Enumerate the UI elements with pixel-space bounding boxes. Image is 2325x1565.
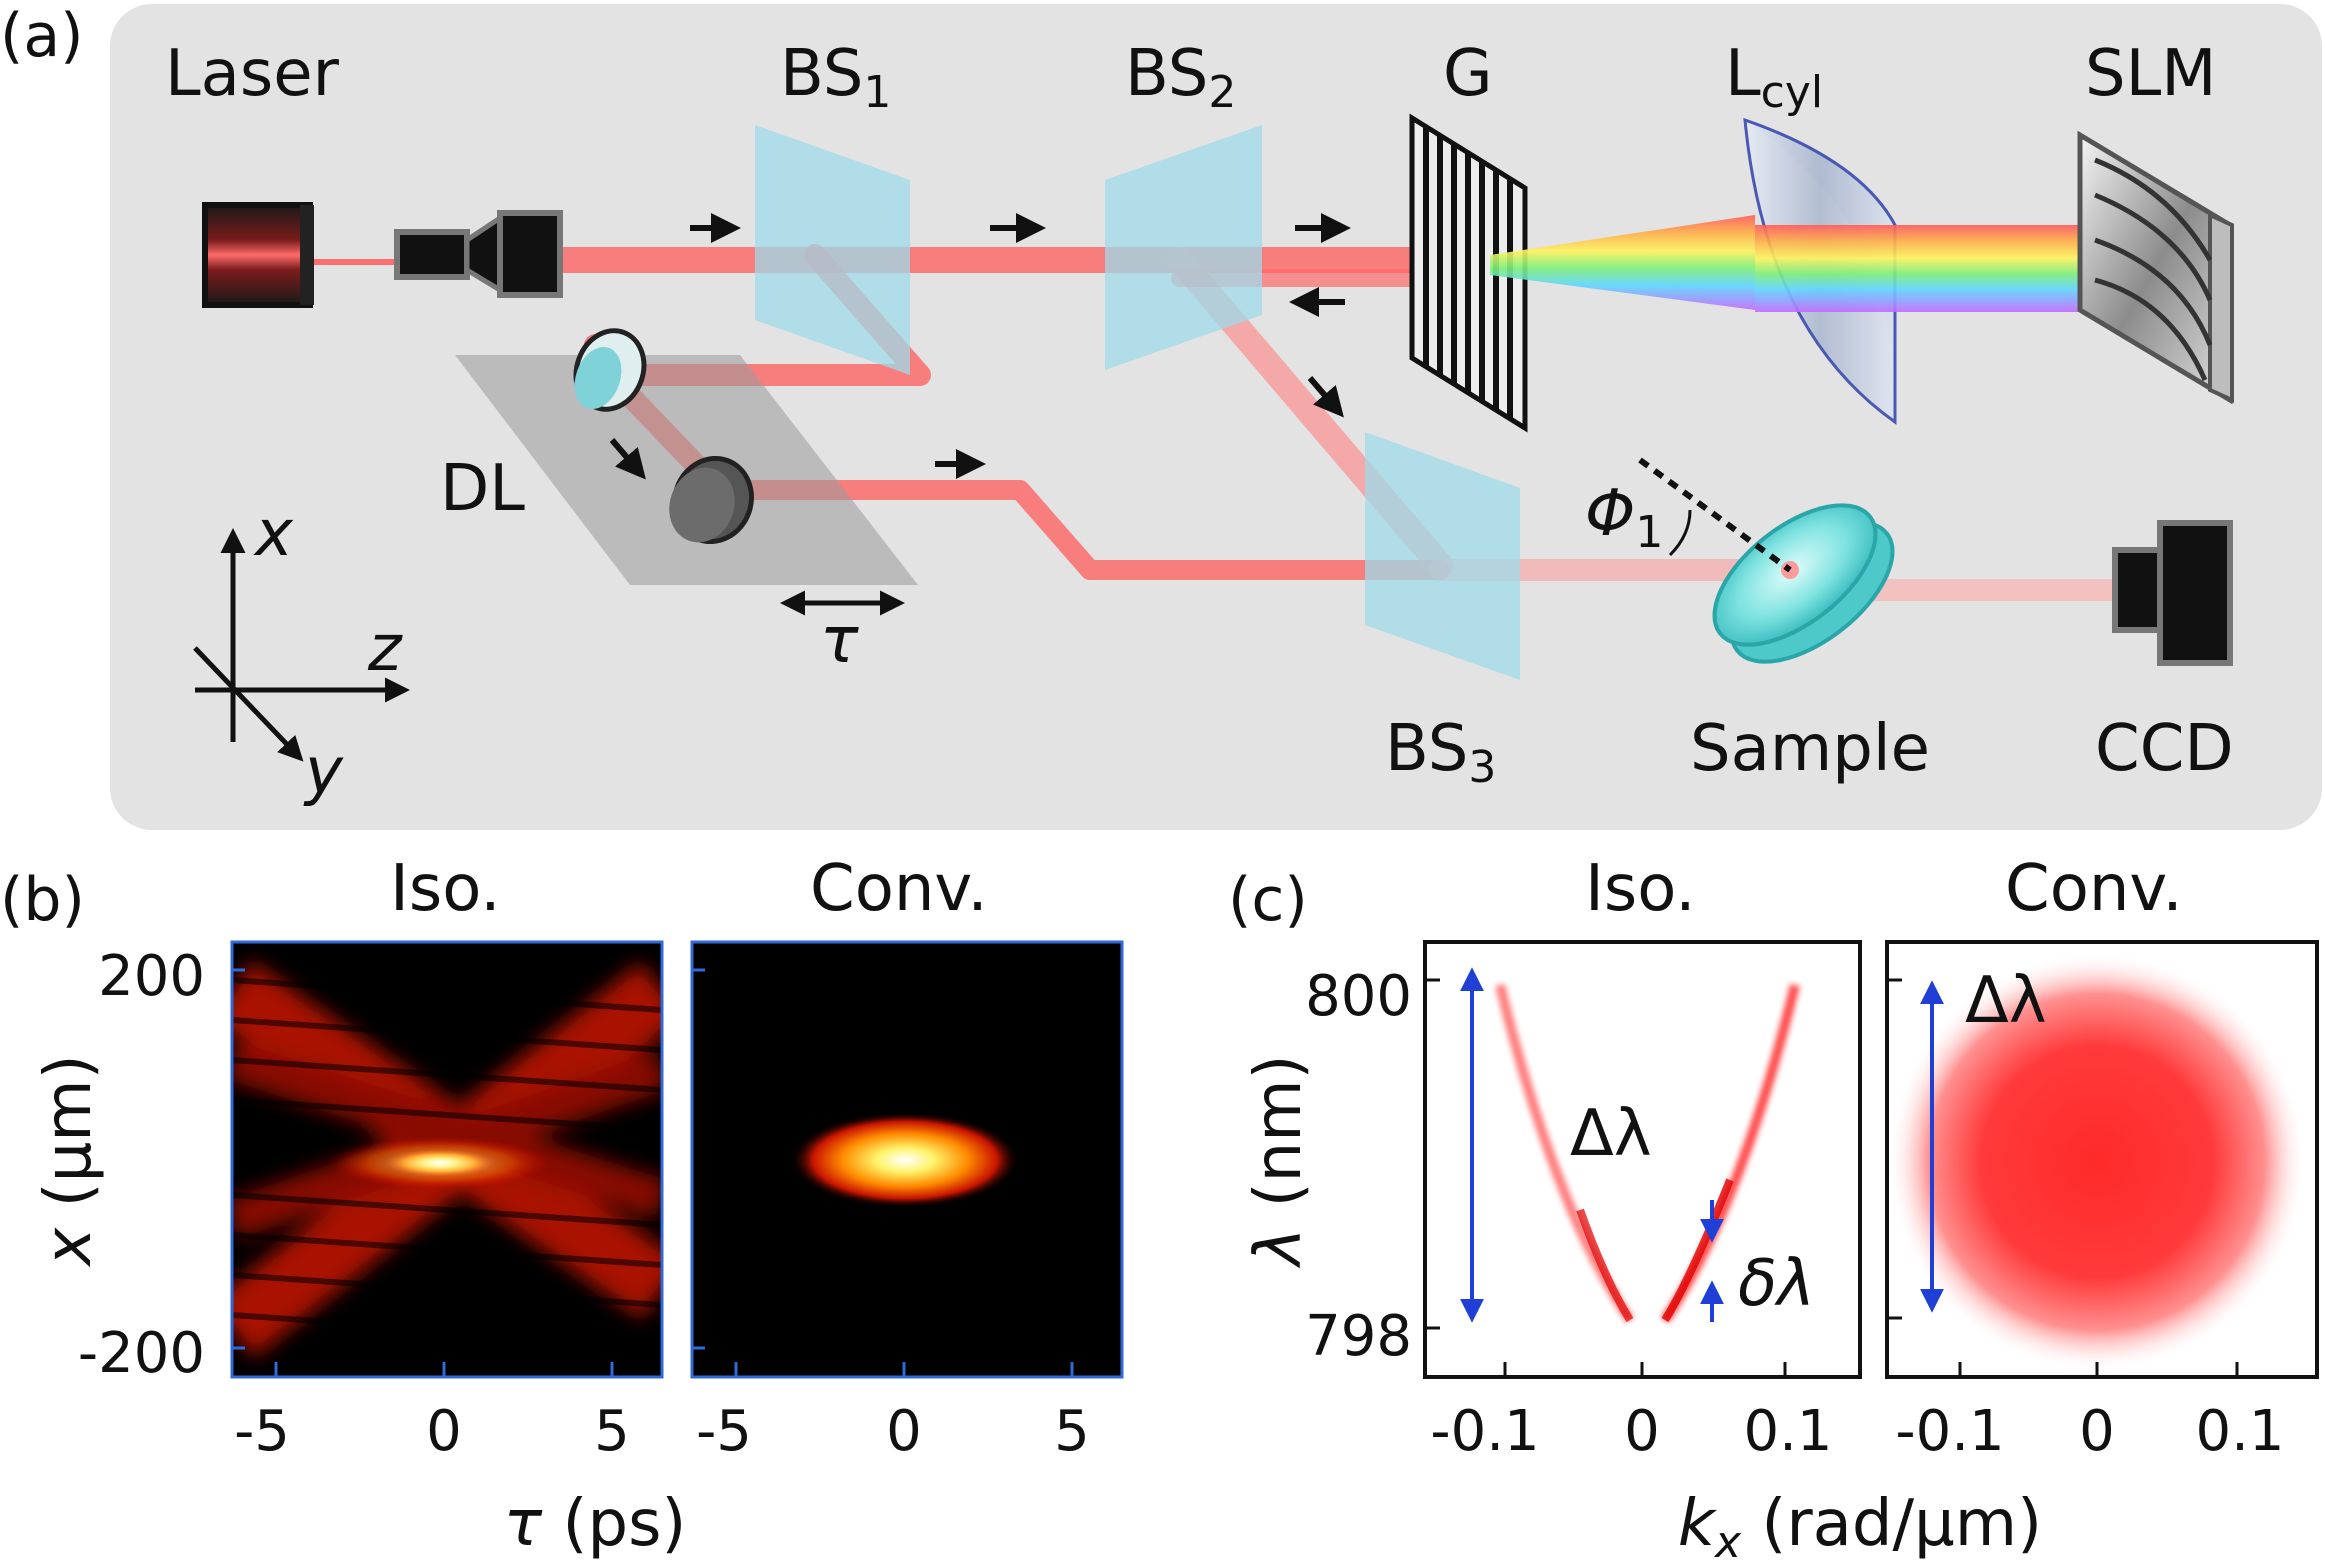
phi-arc (1668, 509, 1692, 557)
beam-splitter-1 (755, 125, 910, 375)
heatmap-c-iso (1425, 942, 1860, 1377)
laser-source (202, 202, 314, 308)
slm-label: SLM (2085, 37, 2217, 111)
delay-mirror-1 (573, 328, 647, 412)
phi-label: Φ1 (1585, 477, 1663, 558)
beam-splitter-2 (1105, 125, 1262, 370)
phi-normal-line (1638, 457, 1792, 573)
spectral-fan (1490, 215, 1755, 310)
xtick-b1-5: 5 (594, 1399, 630, 1464)
xtick-b1-neg5: -5 (234, 1399, 290, 1464)
tau-label: τ (820, 604, 859, 678)
beam-splitter-3 (1365, 432, 1520, 680)
panel-c-title-conv: Conv. (2005, 852, 2183, 926)
bs3-label: BS3 (1385, 712, 1496, 793)
xtick-b2-neg5: -5 (696, 1399, 752, 1464)
ylabel-c: λ (nm) (1242, 1054, 1316, 1268)
setup-background (110, 4, 2322, 830)
ytick-c-798: 798 (1305, 1304, 1412, 1369)
panel-b-title-iso: Iso. (390, 852, 501, 926)
heatmap-b-iso (232, 942, 662, 1377)
direction-arrows (609, 213, 1351, 480)
xtick-c1-01: 0.1 (1743, 1399, 1832, 1464)
xtick-c1-neg01: -0.1 (1430, 1399, 1539, 1464)
panel-b-title-conv: Conv. (810, 852, 988, 926)
ytick-b-neg200: -200 (78, 1321, 205, 1386)
panel-c-label: (c) (1228, 865, 1308, 935)
ticks-c (1425, 978, 2239, 1377)
axis-z-label: z (367, 612, 403, 686)
small-delta-lambda: δλ (1738, 1247, 1815, 1321)
xtick-c1-0: 0 (1624, 1399, 1660, 1464)
beam-expander (394, 210, 563, 298)
xlabel-b: τ (ps) (504, 1487, 687, 1561)
xtick-c2-neg01: -0.1 (1895, 1399, 2004, 1464)
heatmap-c-conv (1887, 942, 2317, 1377)
panel-c-title-iso: Iso. (1585, 852, 1696, 926)
ticks-b (232, 968, 1074, 1377)
coordinate-axes (193, 528, 410, 762)
xtick-b2-0: 0 (886, 1399, 922, 1464)
delay-line-label: DL (440, 452, 525, 526)
bs1-label: BS1 (780, 37, 891, 118)
bs2-label: BS2 (1125, 37, 1236, 118)
lens-label: Lcyl (1725, 37, 1823, 118)
sample-label: Sample (1690, 712, 1930, 786)
heatmap-b-conv-frame (690, 940, 1124, 1379)
laser-label: Laser (165, 37, 340, 111)
heatmap-c-conv-frame (1885, 940, 2319, 1379)
ytick-c-800: 800 (1305, 964, 1412, 1029)
xtick-b1-0: 0 (426, 1399, 462, 1464)
delay-mirror-2 (669, 455, 754, 545)
panel-a-label: (a) (0, 1, 84, 71)
slm-device (2077, 130, 2234, 405)
axis-x-label: x (253, 497, 294, 571)
ccd-camera (2112, 520, 2233, 666)
sample (1712, 503, 1895, 664)
ytick-b-200: 200 (98, 944, 205, 1009)
ccd-label: CCD (2095, 712, 2234, 786)
ylabel-b: x (μm) (32, 1054, 106, 1267)
axis-y-label: y (303, 735, 344, 809)
xtick-b2-5: 5 (1054, 1399, 1090, 1464)
xtick-c2-01: 0.1 (2195, 1399, 2284, 1464)
xlabel-c: kx (rad/μm) (1678, 1487, 2042, 1565)
delta-lambda-iso: Δλ (1570, 1097, 1652, 1171)
grating-label: G (1443, 37, 1493, 111)
heatmap-b-conv (692, 942, 1122, 1377)
delta-lambda-conv: Δλ (1965, 964, 2047, 1038)
heatmap-b-iso-frame (230, 940, 664, 1379)
panel-b-label: (b) (0, 865, 85, 935)
grating (1409, 113, 1528, 433)
xtick-c2-0: 0 (2079, 1399, 2115, 1464)
